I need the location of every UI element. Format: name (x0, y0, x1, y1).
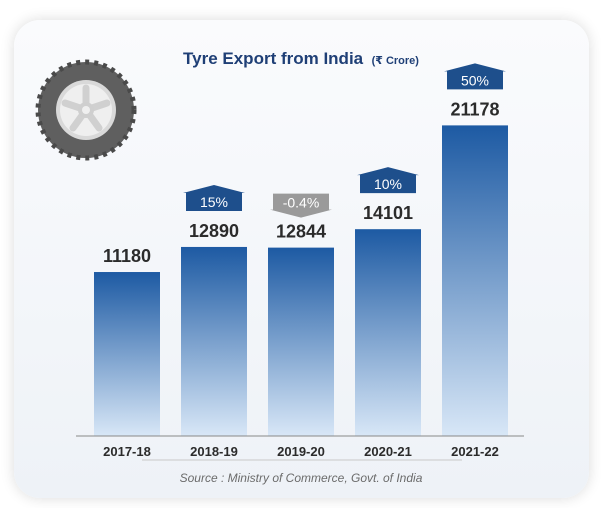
bar-2019-20 (268, 247, 334, 436)
value-label-2017-18: 11180 (103, 246, 151, 266)
bar-2017-18 (94, 272, 160, 436)
value-label-2020-21: 14101 (363, 203, 413, 223)
chart-title-unit: (₹ Crore) (372, 55, 420, 67)
growth-badge-2019-20 (270, 193, 332, 218)
chart-title: Tyre Export from India (₹ Crore) (183, 49, 419, 68)
growth-badge-2020-21 (357, 167, 419, 194)
growth-label-2018-19: 15% (200, 194, 228, 210)
source-text: Source : Ministry of Commerce, Govt. of … (180, 471, 423, 485)
bar-2018-19 (181, 246, 247, 436)
category-label-2017-18: 2017-18 (103, 444, 151, 459)
category-label-2020-21: 2020-21 (364, 444, 412, 459)
value-label-2021-22: 21178 (450, 99, 499, 119)
growth-badge-2018-19 (183, 184, 245, 211)
category-label-2019-20: 2019-20 (277, 444, 325, 459)
chart-svg: Tyre Export from India (₹ Crore) 11180 20… (35, 49, 524, 485)
plot-area: 11180 2017-18 12890 2018-19 15% 12844 2019-20 -… (94, 63, 508, 459)
growth-badge-2021-22 (444, 63, 506, 90)
growth-label-2019-20: -0.4% (283, 195, 320, 211)
value-label-2019-20: 12844 (276, 222, 326, 242)
chart-card: Tyre Export from India (₹ Crore) 11180 20… (14, 20, 589, 498)
category-label-2018-19: 2018-19 (190, 444, 238, 459)
category-label-2021-22: 2021-22 (451, 444, 499, 459)
bar-2020-21 (355, 229, 421, 436)
growth-label-2021-22: 50% (461, 72, 489, 88)
bar-2021-22 (442, 125, 508, 436)
growth-label-2020-21: 10% (374, 176, 402, 192)
tyre-icon (35, 59, 137, 161)
chart-title-text: Tyre Export from India (183, 49, 364, 68)
value-label-2018-19: 12890 (189, 221, 239, 241)
